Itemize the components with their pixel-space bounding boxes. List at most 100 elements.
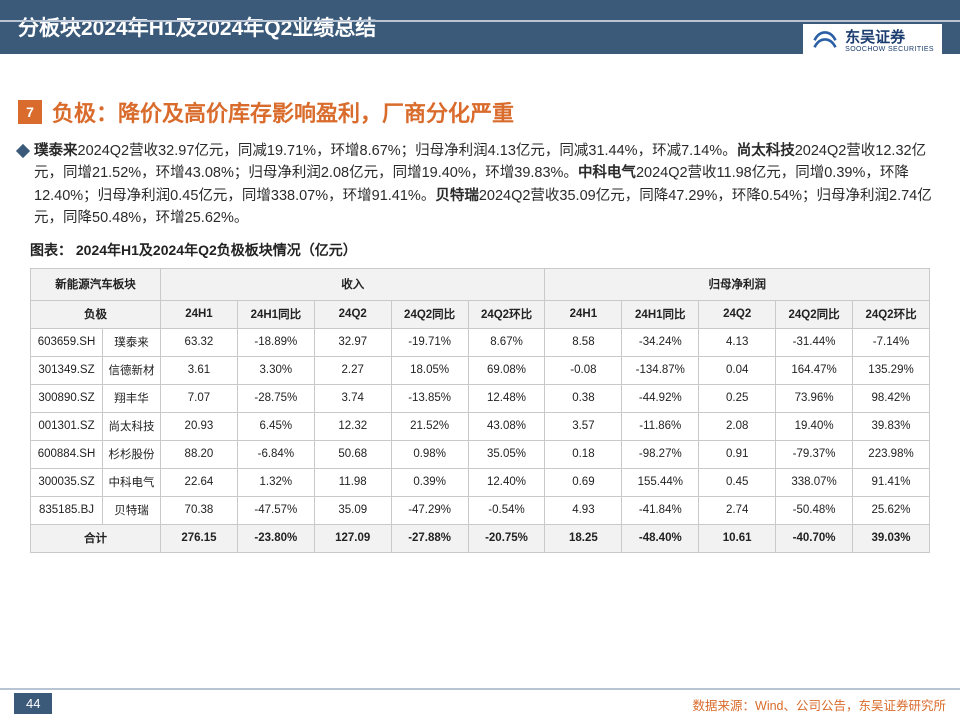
table-cell: -7.14% (853, 328, 930, 356)
summary-text: 璞泰来2024Q2营收32.97亿元，同减19.71%，环增8.67%；归母净利… (34, 140, 942, 230)
table-cell: 3.30% (237, 356, 314, 384)
table-cell: 135.29% (853, 356, 930, 384)
table-cell: 0.98% (391, 440, 468, 468)
page-number: 44 (14, 693, 52, 714)
table-cell: 35.05% (468, 440, 545, 468)
table-row: 300890.SZ翔丰华7.07-28.75%3.74-13.85%12.48%… (31, 384, 930, 412)
table-cell: 璞泰来 (103, 328, 161, 356)
table-row: 301349.SZ信德新材3.613.30%2.2718.05%69.08%-0… (31, 356, 930, 384)
company-name: 尚太科技 (737, 143, 795, 159)
th-metric: 24Q2 (699, 300, 776, 328)
table-cell: 73.96% (776, 384, 853, 412)
table-header-row-2: 负极24H124H1同比24Q224Q2同比24Q2环比24H124H1同比24… (31, 300, 930, 328)
th-subsector: 负极 (31, 300, 161, 328)
table-cell: -44.92% (622, 384, 699, 412)
table-cell: 8.58 (545, 328, 622, 356)
table-cell: 300890.SZ (31, 384, 103, 412)
table-cell: 尚太科技 (103, 412, 161, 440)
table-cell: -47.57% (237, 496, 314, 524)
table-row: 835185.BJ贝特瑞70.38-47.57%35.09-47.29%-0.5… (31, 496, 930, 524)
table-cell: 6.45% (237, 412, 314, 440)
table-cell: 0.18 (545, 440, 622, 468)
table-cell: 12.40% (468, 468, 545, 496)
table-cell: 835185.BJ (31, 496, 103, 524)
table-cell: -0.54% (468, 496, 545, 524)
company-name: 贝特瑞 (435, 188, 479, 204)
table-cell: 600884.SH (31, 440, 103, 468)
table-cell: -27.88% (391, 524, 468, 552)
data-table: 新能源汽车板块 收入 归母净利润 负极24H124H1同比24Q224Q2同比2… (30, 268, 930, 553)
table-cell: 中科电气 (103, 468, 161, 496)
table-cell: 25.62% (853, 496, 930, 524)
table-cell: -11.86% (622, 412, 699, 440)
page-footer: 44 数据来源：Wind、公司公告，东吴证券研究所 (0, 693, 960, 714)
th-metric: 24H1同比 (237, 300, 314, 328)
table-cell: -28.75% (237, 384, 314, 412)
brand-logo: 东吴证券 SOOCHOW SECURITIES (803, 24, 942, 60)
th-metric: 24H1同比 (622, 300, 699, 328)
table-cell: -19.71% (391, 328, 468, 356)
table-total-row: 合计276.15-23.80%127.09-27.88%-20.75%18.25… (31, 524, 930, 552)
table-cell: 50.68 (314, 440, 391, 468)
data-table-wrap: 新能源汽车板块 收入 归母净利润 负极24H124H1同比24Q224Q2同比2… (30, 268, 930, 553)
table-cell: -31.44% (776, 328, 853, 356)
table-cell: 338.07% (776, 468, 853, 496)
table-header-row-1: 新能源汽车板块 收入 归母净利润 (31, 268, 930, 300)
table-cell: 22.64 (161, 468, 238, 496)
table-cell: 4.93 (545, 496, 622, 524)
table-row: 300035.SZ中科电气22.641.32%11.980.39%12.40%0… (31, 468, 930, 496)
table-cell: 8.67% (468, 328, 545, 356)
table-cell: -47.29% (391, 496, 468, 524)
th-metric: 24Q2 (314, 300, 391, 328)
th-metric: 24Q2同比 (776, 300, 853, 328)
top-rule (0, 20, 960, 22)
table-cell: -6.84% (237, 440, 314, 468)
table-cell: 70.38 (161, 496, 238, 524)
th-group-revenue: 收入 (161, 268, 545, 300)
table-cell: 3.61 (161, 356, 238, 384)
table-cell: 0.91 (699, 440, 776, 468)
table-cell: 翔丰华 (103, 384, 161, 412)
table-cell: 12.32 (314, 412, 391, 440)
th-metric: 24Q2环比 (468, 300, 545, 328)
th-metric: 24Q2环比 (853, 300, 930, 328)
th-metric: 24Q2同比 (391, 300, 468, 328)
th-metric: 24H1 (161, 300, 238, 328)
table-cell: 0.39% (391, 468, 468, 496)
table-cell: 4.13 (699, 328, 776, 356)
table-cell: 164.47% (776, 356, 853, 384)
table-cell: 001301.SZ (31, 412, 103, 440)
table-cell: -50.48% (776, 496, 853, 524)
table-cell: -98.27% (622, 440, 699, 468)
table-cell: -0.08 (545, 356, 622, 384)
bottom-rule (0, 688, 960, 690)
header-title: 分板块2024年H1及2024年Q2业绩总结 (18, 12, 376, 42)
table-cell: 信德新材 (103, 356, 161, 384)
bullet-icon (16, 144, 30, 158)
table-cell: 91.41% (853, 468, 930, 496)
table-cell: 12.48% (468, 384, 545, 412)
th-group-profit: 归母净利润 (545, 268, 930, 300)
table-row: 603659.SH璞泰来63.32-18.89%32.97-19.71%8.67… (31, 328, 930, 356)
logo-icon (811, 28, 839, 56)
table-cell: 2.27 (314, 356, 391, 384)
table-cell: -41.84% (622, 496, 699, 524)
table-row: 001301.SZ尚太科技20.936.45%12.3221.52%43.08%… (31, 412, 930, 440)
table-cell: -34.24% (622, 328, 699, 356)
table-body: 603659.SH璞泰来63.32-18.89%32.97-19.71%8.67… (31, 328, 930, 552)
logo-text-en: SOOCHOW SECURITIES (845, 46, 934, 53)
table-cell: -48.40% (622, 524, 699, 552)
table-cell: 300035.SZ (31, 468, 103, 496)
table-cell: 贝特瑞 (103, 496, 161, 524)
table-cell: 19.40% (776, 412, 853, 440)
table-cell: 301349.SZ (31, 356, 103, 384)
table-cell: 69.08% (468, 356, 545, 384)
table-cell: 223.98% (853, 440, 930, 468)
table-cell: 35.09 (314, 496, 391, 524)
table-cell: 39.83% (853, 412, 930, 440)
table-cell: 18.05% (391, 356, 468, 384)
section-title: 7 负极：降价及高价库存影响盈利，厂商分化严重 (18, 96, 942, 128)
table-cell: -18.89% (237, 328, 314, 356)
table-cell: -13.85% (391, 384, 468, 412)
table-cell: 11.98 (314, 468, 391, 496)
